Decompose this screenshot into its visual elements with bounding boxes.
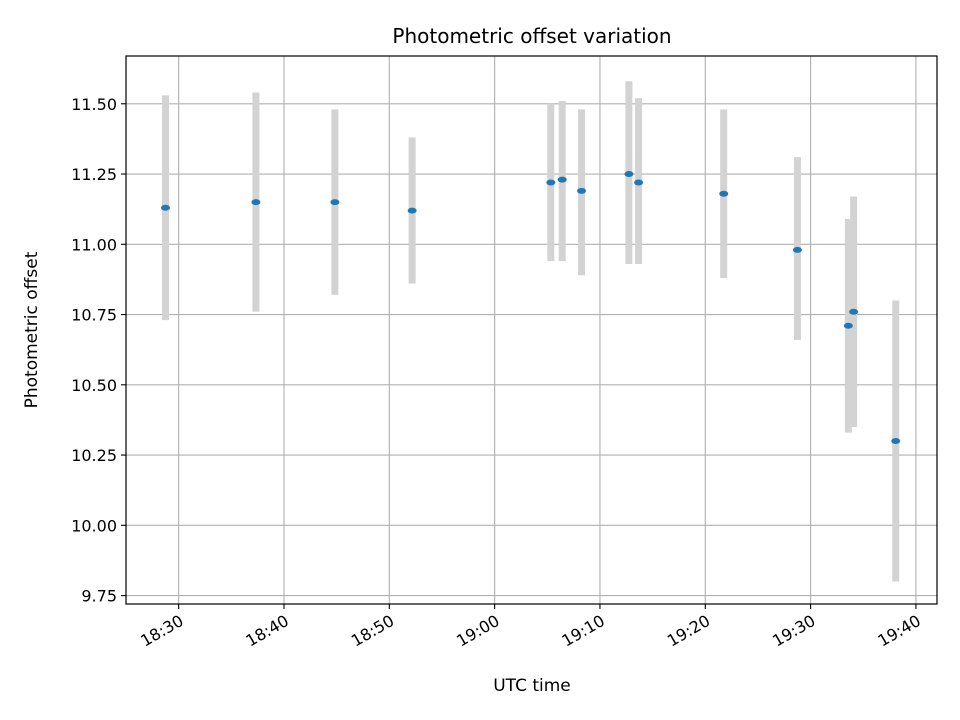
y-tick-label: 11.00 bbox=[71, 235, 117, 254]
x-axis-title: UTC time bbox=[493, 676, 571, 696]
data-point bbox=[160, 204, 170, 211]
grid-lines bbox=[126, 56, 937, 604]
data-point bbox=[251, 199, 261, 206]
data-point bbox=[624, 171, 634, 178]
y-tick-label: 10.50 bbox=[71, 376, 117, 395]
data-point bbox=[843, 322, 853, 329]
y-tick-label: 11.25 bbox=[71, 165, 117, 184]
y-axis-title: Photometric offset bbox=[22, 251, 42, 408]
data-point bbox=[634, 179, 644, 186]
data-point bbox=[792, 246, 802, 253]
y-axis-ticks: 9.75 10.00 10.25 10.50 10.75 11.00 11.25 11.50 bbox=[71, 95, 126, 606]
y-tick-label: 10.00 bbox=[71, 516, 117, 535]
y-tick-label: 10.25 bbox=[71, 446, 117, 465]
data-point bbox=[546, 179, 556, 186]
plot-frame bbox=[125, 55, 938, 605]
data-point bbox=[407, 207, 417, 214]
y-tick-label: 10.75 bbox=[71, 306, 117, 325]
data-points bbox=[160, 171, 901, 445]
y-tick-label: 11.50 bbox=[71, 95, 117, 114]
data-point bbox=[557, 176, 567, 183]
y-tick-label: 9.75 bbox=[81, 587, 117, 606]
data-point bbox=[577, 187, 587, 194]
data-point bbox=[330, 199, 340, 206]
data-point bbox=[849, 308, 859, 315]
data-point bbox=[891, 438, 901, 445]
chart-title: Photometric offset variation bbox=[392, 24, 671, 48]
data-point bbox=[719, 190, 729, 197]
